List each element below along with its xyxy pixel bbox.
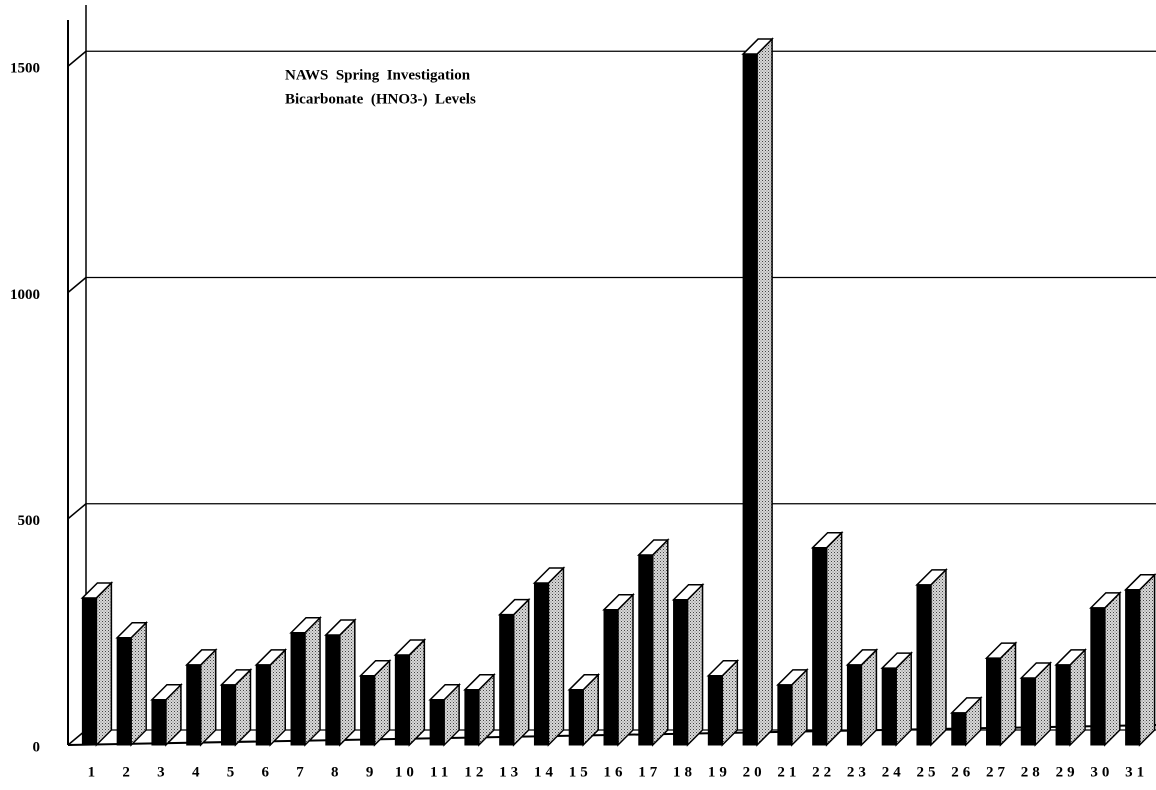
- bar: [360, 675, 376, 746]
- bar: [1055, 664, 1071, 746]
- x-tick-label: 25: [916, 764, 939, 780]
- x-tick-label: 6: [262, 764, 274, 780]
- bar-side: [130, 620, 147, 747]
- x-tick-label: 19: [708, 764, 731, 780]
- bar: [1090, 607, 1106, 746]
- x-tick-label: 11: [430, 764, 452, 780]
- bar: [290, 632, 306, 746]
- x-tick-label: 4: [192, 764, 204, 780]
- bar-side: [1069, 648, 1086, 747]
- bar: [255, 664, 271, 746]
- bar-side: [756, 37, 773, 747]
- x-tick-label: 9: [366, 764, 378, 780]
- x-tick-label: 21: [777, 764, 800, 780]
- y-tick-label: 1000: [10, 287, 40, 303]
- bar-side: [304, 615, 321, 747]
- bar: [429, 699, 445, 746]
- chart-subtitle: Bicarbonate (HNO3-) Levels: [285, 91, 476, 107]
- bar: [707, 675, 723, 746]
- bar-side: [1138, 572, 1156, 747]
- x-tick-label: 23: [847, 764, 870, 780]
- x-tick-label: 13: [499, 764, 522, 780]
- bar: [951, 712, 967, 746]
- x-tick-label: 20: [743, 764, 766, 780]
- bar-side: [199, 648, 217, 747]
- x-tick-label: 7: [296, 764, 308, 780]
- bar: [394, 654, 410, 746]
- x-tick-label: 26: [951, 764, 974, 780]
- x-tick-label: 17: [638, 764, 661, 780]
- x-tick-label: 1: [88, 764, 100, 780]
- tick-mark: [67, 503, 87, 520]
- bar-side: [1104, 591, 1121, 747]
- bar-side: [652, 538, 669, 747]
- bar-side: [339, 618, 356, 747]
- x-tick-label: 31: [1125, 764, 1148, 780]
- x-tick-label: 2: [122, 764, 134, 780]
- x-tick-label: 8: [331, 764, 343, 780]
- bar: [603, 609, 619, 746]
- bar-side: [95, 581, 113, 747]
- x-tick-label: 29: [1056, 764, 1079, 780]
- bar: [464, 689, 480, 746]
- tick-mark: [67, 50, 87, 67]
- bar-side: [686, 582, 704, 747]
- bar-side: [999, 641, 1017, 747]
- bar: [986, 657, 1002, 746]
- x-tick-label: 15: [569, 764, 592, 780]
- bar: [81, 597, 97, 746]
- bar-side: [547, 566, 565, 747]
- bar: [673, 599, 689, 746]
- bar-side: [617, 592, 634, 747]
- bar: [881, 667, 897, 746]
- y-tick-label: 0: [33, 739, 41, 755]
- bar: [186, 664, 202, 746]
- bar: [499, 614, 515, 746]
- bar: [533, 582, 549, 746]
- bar: [777, 684, 793, 746]
- bar-side: [825, 530, 843, 747]
- x-tick-label: 16: [604, 764, 627, 780]
- bar: [812, 547, 828, 746]
- y-tick-label: 500: [18, 513, 41, 529]
- bar: [1020, 677, 1036, 746]
- bar: [638, 554, 654, 746]
- x-tick-label: 18: [673, 764, 696, 780]
- bar: [1125, 589, 1141, 746]
- tick-mark: [67, 276, 87, 294]
- bar: [568, 689, 584, 746]
- x-tick-label: 28: [1021, 764, 1044, 780]
- bar: [116, 637, 132, 746]
- y-tick-label: 1500: [10, 61, 40, 77]
- x-tick-label: 27: [986, 764, 1009, 780]
- bar: [742, 53, 758, 746]
- bar: [151, 699, 167, 746]
- bar-side: [512, 597, 530, 747]
- x-tick-label: 5: [227, 764, 239, 780]
- x-tick-label: 12: [464, 764, 487, 780]
- bar: [916, 584, 932, 746]
- x-tick-label: 24: [882, 764, 905, 780]
- bar-side: [930, 568, 947, 747]
- bar-side: [860, 648, 878, 747]
- bar: [846, 664, 862, 746]
- x-tick-label: 22: [812, 764, 835, 780]
- x-tick-label: 10: [395, 764, 418, 780]
- bar-side: [269, 648, 287, 747]
- bar: [220, 684, 236, 746]
- chart-title: NAWS Spring Investigation: [285, 67, 471, 83]
- x-tick-label: 30: [1090, 764, 1113, 780]
- x-tick-label: 14: [534, 764, 557, 780]
- bar: [325, 634, 341, 746]
- bar-side: [408, 638, 426, 747]
- x-tick-label: 3: [157, 764, 169, 780]
